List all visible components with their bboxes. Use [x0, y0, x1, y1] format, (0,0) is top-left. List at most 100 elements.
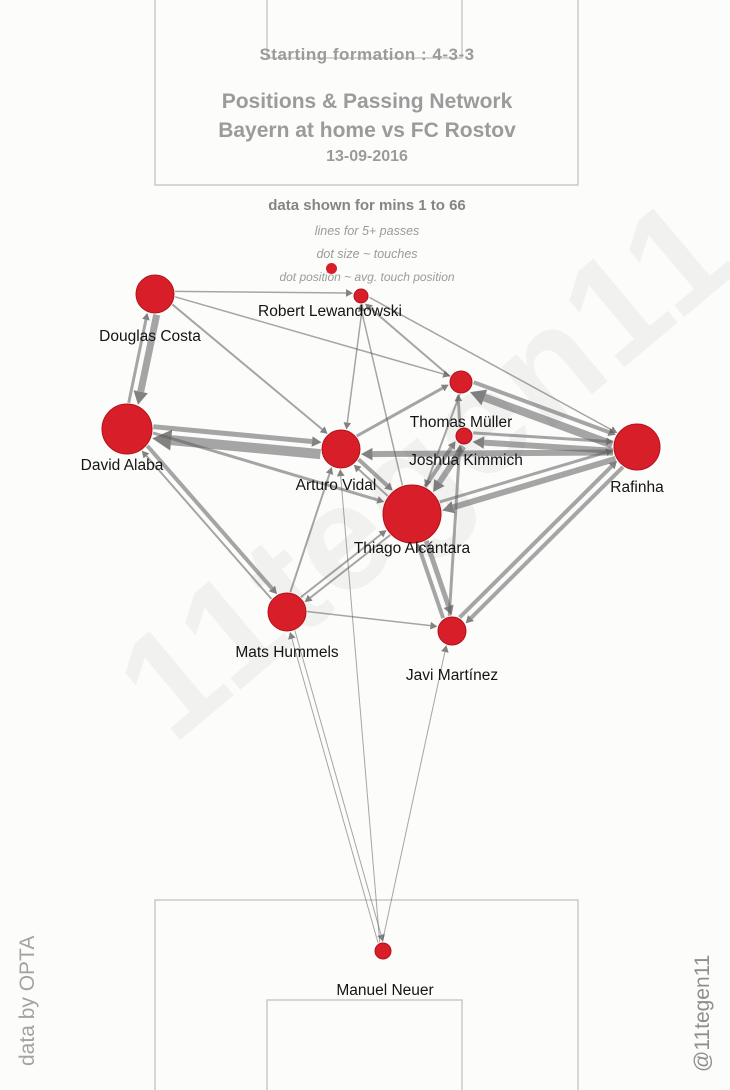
pass-line	[152, 431, 379, 502]
pass-line	[309, 534, 391, 599]
pass-arrowhead	[424, 479, 432, 487]
player-node-vidal	[321, 429, 361, 469]
pass-line	[473, 431, 607, 443]
pass-arrowhead	[152, 429, 173, 451]
pass-line	[482, 393, 614, 449]
pass-line	[145, 444, 274, 590]
pass-arrowhead	[609, 426, 618, 434]
player-label-thiago: Thiago Alcántara	[354, 540, 471, 557]
pass-line	[127, 319, 148, 404]
pass-arrowhead	[455, 444, 464, 452]
pass-line	[372, 449, 614, 458]
pass-line	[423, 446, 453, 488]
pass-line	[483, 439, 613, 454]
pass-arrowhead	[416, 543, 425, 553]
pass-arrowhead	[376, 496, 385, 504]
pass-arrowhead	[336, 469, 345, 477]
pass-arrowhead	[447, 441, 456, 450]
pass-arrowhead	[377, 933, 385, 942]
pass-line	[426, 393, 461, 481]
pass-line	[340, 476, 381, 943]
player-node-costa	[135, 274, 175, 314]
player-label-lewandowski: Robert Lewandowski	[258, 303, 402, 320]
pass-line	[294, 630, 382, 936]
formation-label: Starting formation : 4-3-3	[259, 45, 475, 64]
player-node-lewandowski	[353, 288, 369, 304]
pass-arrowhead	[357, 304, 366, 313]
pass-line	[423, 540, 451, 608]
player-label-javi: Javi Martínez	[406, 667, 498, 684]
pass-line	[369, 296, 612, 431]
credit-data-source: data by OPTA	[16, 935, 39, 1066]
pass-line	[300, 533, 382, 599]
pass-line	[175, 290, 347, 294]
pass-arrowhead	[433, 479, 445, 492]
pass-arrowhead	[311, 436, 322, 447]
pass-line	[307, 610, 431, 627]
pass-arrowhead	[608, 460, 618, 470]
player-node-hummels	[267, 592, 307, 632]
pass-arrowhead	[365, 303, 373, 312]
pitch-lines	[154, 0, 579, 1090]
pass-arrowhead	[361, 447, 373, 461]
pass-arrowhead	[384, 482, 393, 491]
data-range-label: data shown for mins 1 to 66	[268, 197, 466, 214]
pass-line	[171, 303, 323, 431]
pass-line	[145, 455, 273, 600]
pass-arrowhead	[345, 289, 354, 297]
pass-line	[289, 473, 331, 593]
credit-author: @11tegen11	[691, 954, 714, 1072]
pass-line	[358, 468, 389, 497]
pass-arrowhead	[141, 450, 150, 459]
player-node-rafinha	[613, 423, 661, 471]
player-label-alaba: David Alaba	[81, 457, 164, 474]
pass-arrowhead	[430, 621, 438, 630]
player-label-hummels: Mats Hummels	[235, 644, 339, 661]
pass-line	[473, 380, 610, 434]
pass-line	[153, 424, 313, 445]
pass-arrowhead	[353, 464, 362, 473]
pitch-line-rect	[266, 0, 463, 59]
pass-arrowhead	[142, 312, 150, 321]
player-node-thiago	[382, 484, 442, 544]
pass-line	[381, 651, 446, 942]
dot-size-note: dot size ~ touches	[316, 247, 418, 261]
pass-line	[469, 465, 625, 620]
legend-sample-dot	[326, 263, 337, 274]
pass-arrowhead	[288, 631, 296, 640]
pass-line	[174, 296, 444, 375]
pass-line	[447, 451, 461, 616]
pass-line	[439, 450, 607, 504]
player-node-neuer	[374, 942, 392, 960]
pass-arrowhead	[304, 594, 313, 603]
pass-arrowhead	[472, 436, 485, 449]
pitch-line-rect	[266, 999, 463, 1090]
pass-arrowhead	[605, 448, 613, 457]
pass-arrowhead	[606, 437, 614, 446]
chart-title-line1: Positions & Passing Network	[221, 90, 513, 113]
pass-line	[452, 456, 617, 511]
pass-arrowhead	[442, 501, 455, 514]
player-node-muller	[449, 370, 473, 394]
player-node-kimmich	[455, 427, 473, 445]
dot-position-note: dot position ~ avg. touch position	[279, 270, 455, 284]
pass-arrowhead	[133, 390, 148, 405]
pass-arrowhead	[319, 426, 328, 434]
pass-arrowhead	[441, 645, 449, 653]
pass-arrowhead	[325, 467, 334, 475]
pass-edges	[127, 289, 625, 944]
pass-arrowhead	[440, 384, 449, 392]
pass-arrowhead	[470, 389, 488, 406]
pass-line	[369, 307, 451, 378]
lines-note: lines for 5+ passes	[314, 224, 420, 238]
pass-line	[291, 638, 379, 944]
pitch-line-rect	[154, 899, 579, 1090]
pass-arrowhead	[378, 530, 387, 538]
player-label-rafinha: Rafinha	[610, 479, 664, 496]
player-label-kimmich: Joshua Kimmich	[409, 452, 523, 469]
match-date: 13-09-2016	[326, 148, 408, 165]
pass-line	[418, 550, 446, 619]
pass-line	[355, 386, 444, 438]
chart-title-line2: Bayern at home vs FC Rostov	[218, 119, 516, 142]
